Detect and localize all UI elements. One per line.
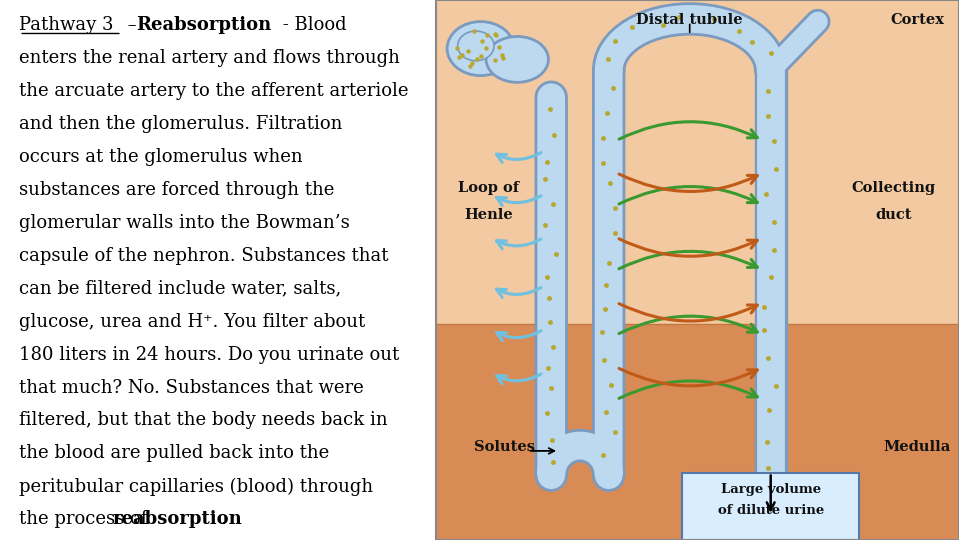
Bar	[436, 324, 959, 540]
Text: occurs at the glomerulus when: occurs at the glomerulus when	[19, 148, 302, 166]
Text: glucose, urea and H⁺. You filter about: glucose, urea and H⁺. You filter about	[19, 313, 366, 330]
Text: Collecting: Collecting	[852, 181, 936, 195]
Text: duct: duct	[876, 208, 912, 222]
Text: of dilute urine: of dilute urine	[717, 504, 824, 517]
Text: Reabsorption: Reabsorption	[136, 16, 272, 34]
Text: reabsorption: reabsorption	[112, 510, 242, 528]
Text: Loop of: Loop of	[458, 181, 519, 195]
Text: that much? No. Substances that were: that much? No. Substances that were	[19, 379, 364, 396]
Bar	[436, 0, 959, 540]
Text: Henle: Henle	[464, 208, 513, 222]
Text: Cortex: Cortex	[890, 14, 944, 28]
Text: the arcuate artery to the afferent arteriole: the arcuate artery to the afferent arter…	[19, 82, 409, 100]
Text: can be filtered include water, salts,: can be filtered include water, salts,	[19, 280, 342, 298]
Text: Solutes: Solutes	[473, 440, 535, 454]
Text: the process of: the process of	[19, 510, 154, 528]
Text: –: –	[122, 16, 142, 34]
Text: - Blood: - Blood	[277, 16, 347, 34]
Text: Large volume: Large volume	[721, 483, 821, 496]
Text: 180 liters in 24 hours. Do you urinate out: 180 liters in 24 hours. Do you urinate o…	[19, 346, 399, 363]
Text: enters the renal artery and flows through: enters the renal artery and flows throug…	[19, 49, 400, 67]
Bar	[436, 0, 959, 324]
Ellipse shape	[447, 22, 515, 76]
Text: substances are forced through the: substances are forced through the	[19, 181, 334, 199]
Ellipse shape	[486, 36, 548, 82]
Text: .: .	[221, 510, 227, 528]
Ellipse shape	[458, 31, 494, 60]
Text: capsule of the nephron. Substances that: capsule of the nephron. Substances that	[19, 247, 389, 265]
Text: glomerular walls into the Bowman’s: glomerular walls into the Bowman’s	[19, 214, 350, 232]
Text: the blood are pulled back into the: the blood are pulled back into the	[19, 444, 329, 462]
Text: filtered, but that the body needs back in: filtered, but that the body needs back i…	[19, 411, 388, 429]
Text: and then the glomerulus. Filtration: and then the glomerulus. Filtration	[19, 115, 343, 133]
FancyBboxPatch shape	[682, 472, 859, 540]
Text: Pathway 3: Pathway 3	[19, 16, 113, 34]
Text: Distal tubule: Distal tubule	[636, 14, 743, 28]
Text: peritubular capillaries (blood) through: peritubular capillaries (blood) through	[19, 477, 373, 496]
Text: Medulla: Medulla	[883, 440, 950, 454]
